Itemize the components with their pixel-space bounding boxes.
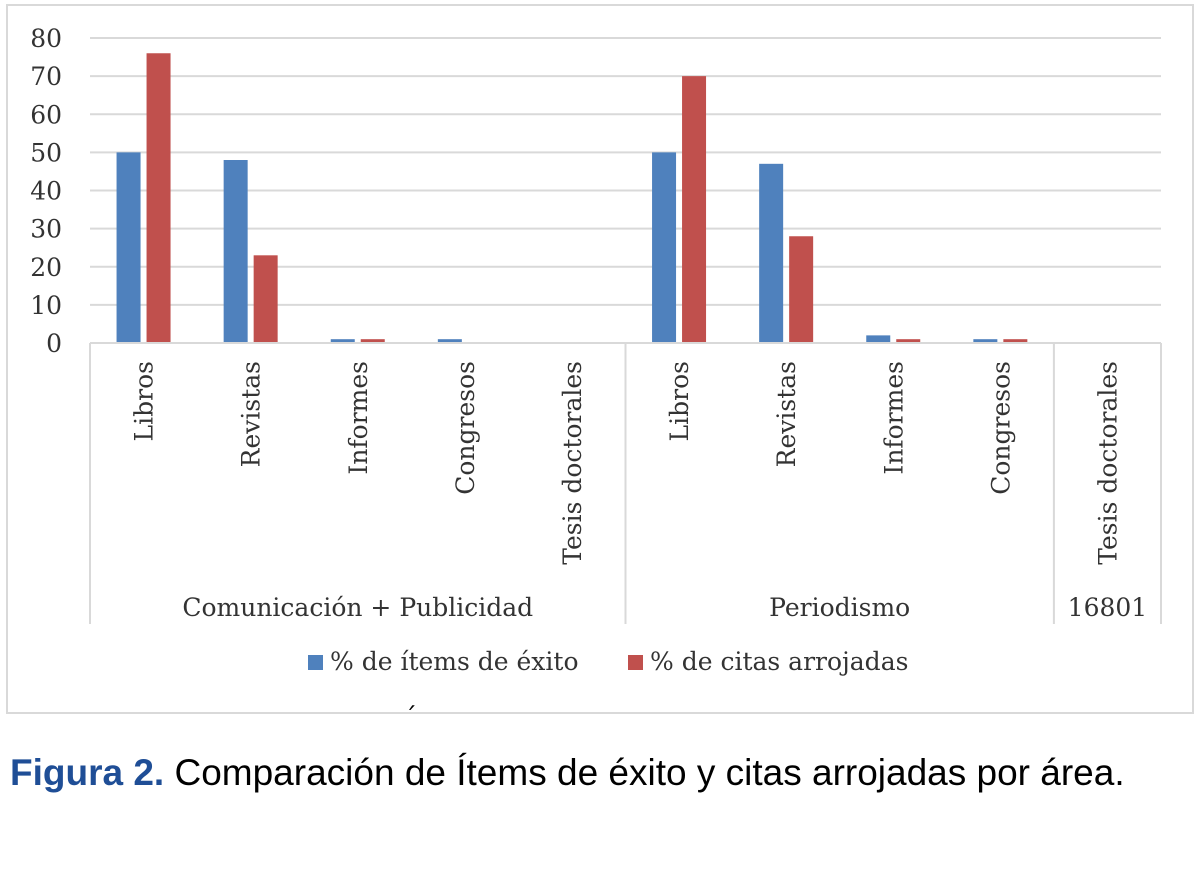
figure-label: Figura 2. — [10, 752, 165, 793]
x-tick-label: Congresos — [451, 361, 480, 495]
legend-label: % de ítems de éxito — [330, 647, 579, 676]
x-tick-label: Libros — [130, 361, 159, 441]
y-tick-label: 50 — [30, 138, 62, 167]
bar — [866, 335, 891, 343]
figure-caption: Figura 2. Comparación de Ítems de éxito … — [10, 752, 1190, 794]
y-tick-label: 20 — [30, 253, 62, 282]
bars — [116, 53, 1028, 343]
x-tick-label: Informes — [879, 361, 908, 475]
legend-swatch — [628, 655, 643, 670]
bar — [896, 339, 921, 343]
bar — [1003, 339, 1028, 343]
group-label: 16801 — [1068, 593, 1148, 622]
y-tick-label: 0 — [46, 329, 62, 358]
gridlines — [90, 37, 1161, 306]
figure-caption-text: Comparación de Ítems de éxito y citas ar… — [174, 752, 1125, 793]
group-labels: Comunicación + Publicidad Periodismo 16801 — [182, 593, 1147, 622]
y-tick-label: 30 — [30, 215, 62, 244]
bar — [682, 76, 707, 343]
bar — [330, 339, 355, 343]
y-tick-label: 80 — [30, 24, 62, 53]
y-tick-label: 60 — [30, 100, 62, 129]
x-tick-label: Revistas — [237, 361, 266, 467]
category-labels: Libros Revistas Informes Congresos Tesis doc… — [130, 361, 1123, 565]
stray-mark: ´ — [404, 703, 417, 733]
bar — [116, 152, 141, 343]
x-tick-label: Congresos — [986, 361, 1015, 495]
bar — [759, 163, 784, 343]
x-tick-label: Informes — [344, 361, 373, 475]
legend-swatch — [308, 655, 323, 670]
legend: % de ítems de éxito % de citas arrojadas — [308, 647, 908, 676]
bar — [437, 339, 462, 343]
x-axis — [89, 342, 1162, 624]
bar — [253, 255, 278, 343]
bar — [360, 339, 385, 343]
bar — [223, 160, 248, 343]
x-tick-label: Libros — [665, 361, 694, 441]
bar — [789, 236, 814, 343]
y-tick-label: 40 — [30, 177, 62, 206]
legend-label: % de citas arrojadas — [650, 647, 908, 676]
chart-frame: 0 10 20 30 40 50 60 70 80 Libros Revistas Informes… — [6, 4, 1194, 714]
x-tick-label: Tesis doctorales — [558, 361, 587, 565]
bar — [146, 53, 171, 343]
bar — [973, 339, 998, 343]
bar — [652, 152, 677, 343]
group-label: Periodismo — [769, 593, 910, 622]
y-axis-ticks: 0 10 20 30 40 50 60 70 80 — [30, 24, 62, 358]
x-tick-label: Tesis doctorales — [1093, 361, 1122, 565]
y-tick-label: 70 — [30, 62, 62, 91]
group-label: Comunicación + Publicidad — [182, 593, 533, 622]
x-tick-label: Revistas — [772, 361, 801, 467]
bar-chart: 0 10 20 30 40 50 60 70 80 Libros Revistas Informes… — [30, 24, 1162, 676]
y-tick-label: 10 — [30, 291, 62, 320]
